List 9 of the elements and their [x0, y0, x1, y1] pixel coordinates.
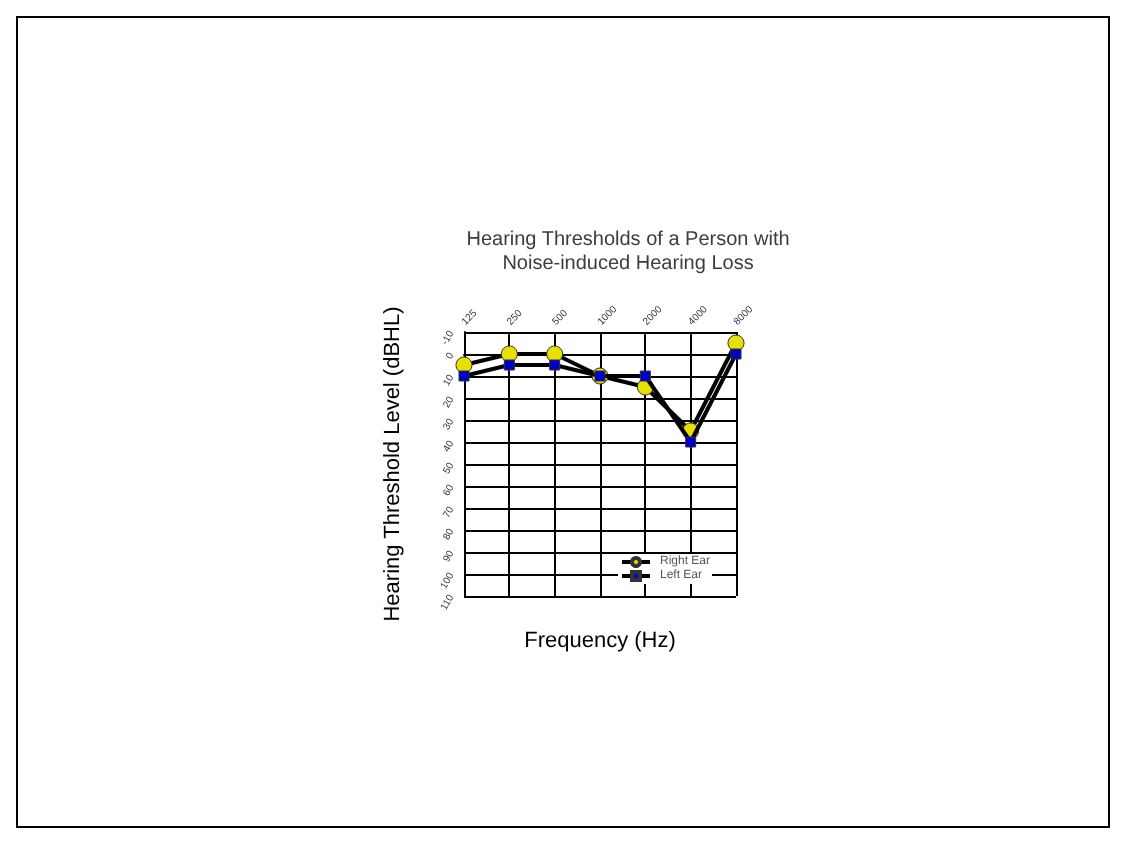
point — [685, 436, 697, 448]
x-axis-title: Frequency (Hz) — [524, 629, 676, 653]
point — [639, 370, 651, 382]
point — [503, 359, 515, 371]
chart-title: Hearing Thresholds of a Person with Noise-induced Hearing Loss — [466, 229, 790, 275]
point — [458, 370, 470, 382]
point — [549, 359, 561, 371]
y-axis-title: Hearing Threshold Level (dBHL) — [381, 306, 405, 622]
point — [730, 348, 742, 360]
